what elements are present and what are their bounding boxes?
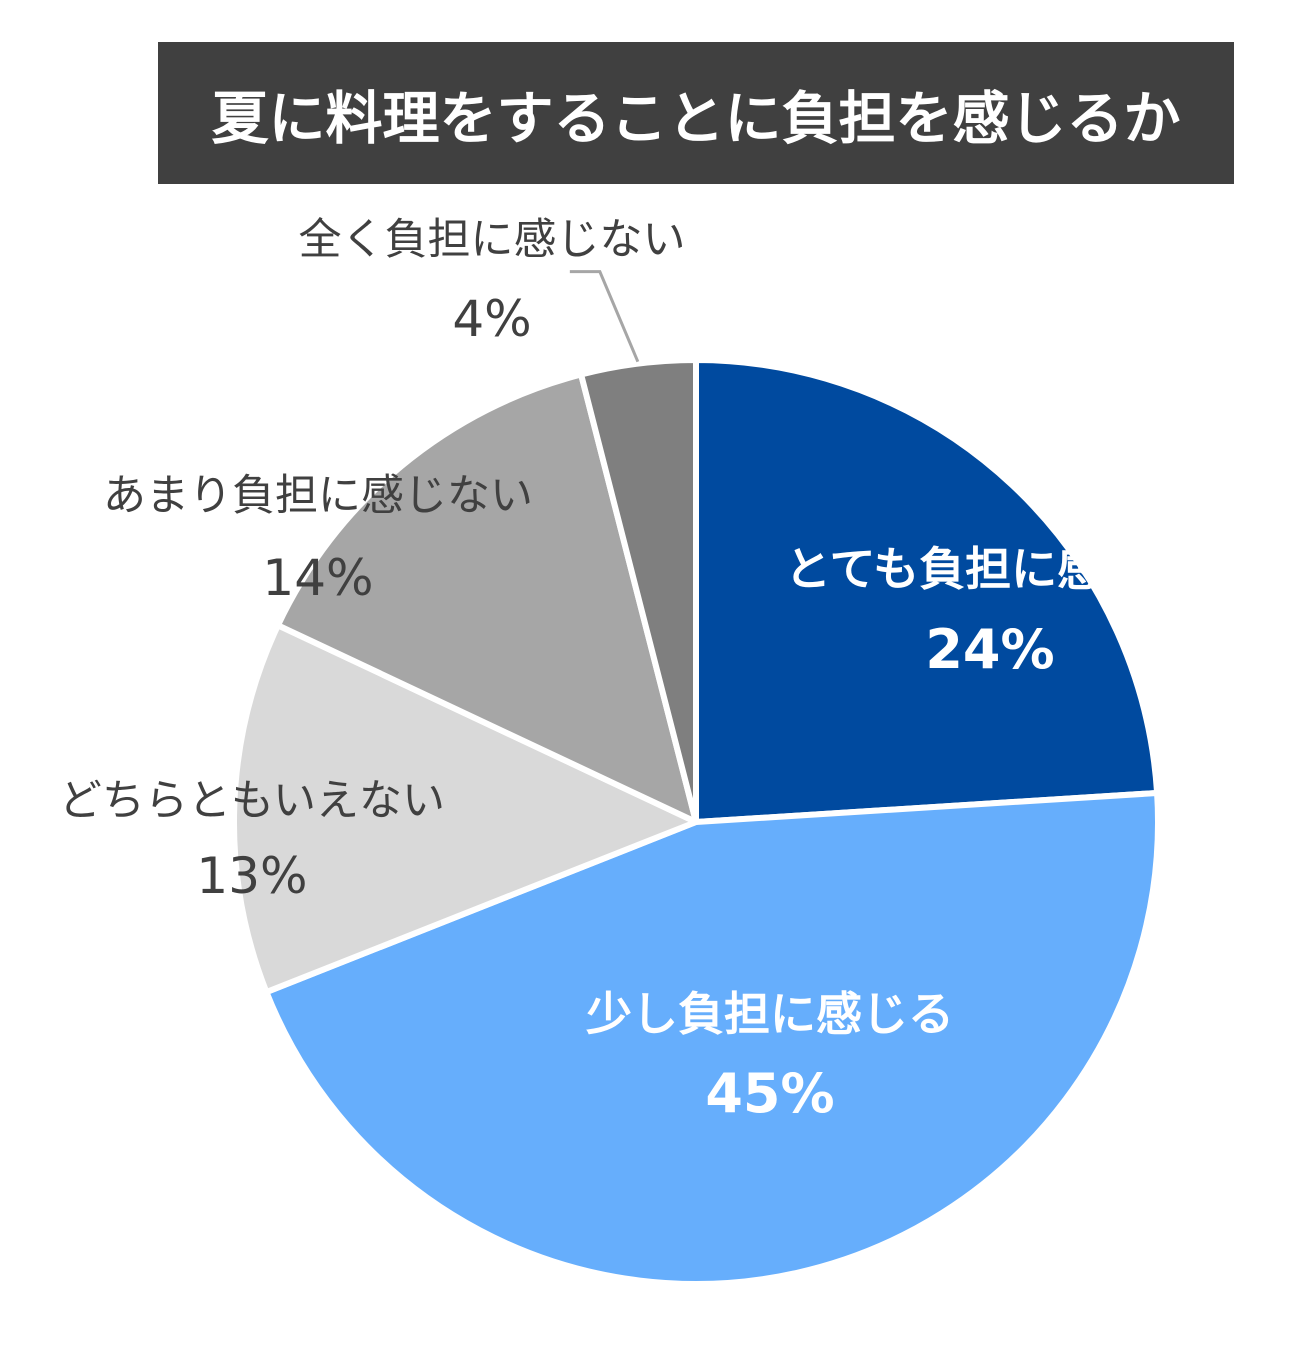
slice-value-label-1: 24% <box>925 618 1054 681</box>
pie-slice-2 <box>263 789 1161 1287</box>
pie-slice-1 <box>693 357 1161 825</box>
pie-slices <box>231 357 1161 1287</box>
slice-label-4: あまり負担に感じない <box>103 471 533 521</box>
slice-value-label-4: 14% <box>262 549 373 607</box>
pie-slice-3 <box>231 622 699 996</box>
chart-title-box: 夏に料理をすることに負担を感じるか <box>158 42 1234 184</box>
slice-label-1: とても負担に感じる <box>785 542 1195 596</box>
pie-slice-5 <box>578 357 699 825</box>
slice-label-5: 全く負担に感じない <box>299 215 686 265</box>
slice-labels: とても負担に感じる 24% 少し負担に感じる 45% どちらともいえない 13% あまり負担… <box>59 215 1195 1125</box>
pie-slice-4 <box>274 371 699 825</box>
slice-value-label-5: 4% <box>452 290 531 348</box>
leader-lines <box>569 270 640 363</box>
slice-value-label-2: 45% <box>705 1062 834 1125</box>
slice-value-label-3: 13% <box>196 847 307 905</box>
slice-label-3: どちらともいえない <box>59 776 445 826</box>
chart-title-background <box>158 42 1234 184</box>
chart-title: 夏に料理をすることに負担を感じるか <box>212 86 1181 152</box>
slice-label-2: 少し負担に感じる <box>586 987 954 1041</box>
leader-line-5 <box>569 270 640 363</box>
